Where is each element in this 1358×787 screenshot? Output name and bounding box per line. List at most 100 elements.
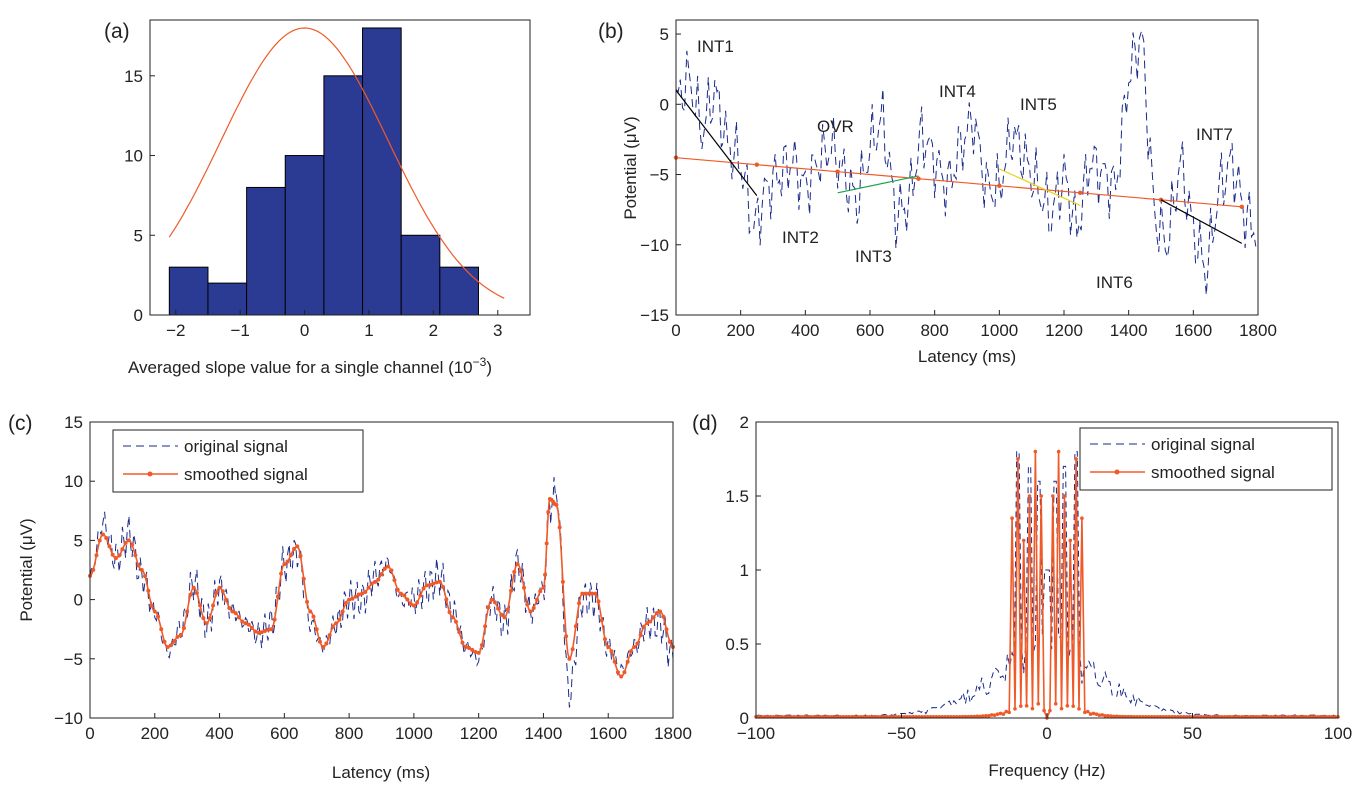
panel-c-smoothed-point	[168, 643, 173, 648]
panel-c-smoothed-point	[486, 605, 491, 610]
panel-c-smoothed-point	[156, 614, 161, 619]
panel-c-label: (c)	[8, 412, 33, 435]
panel-c-legend-smoothed-marker	[147, 471, 153, 477]
panel-b-xtick-label: 1800	[1239, 321, 1277, 340]
panel-c-smoothed-point	[259, 630, 264, 635]
panel-c-smoothed-point	[434, 580, 439, 585]
panel-d-smoothed-point	[1106, 713, 1110, 718]
panel-c-smoothed-point	[428, 582, 433, 587]
panel-c-smoothed-point	[398, 591, 403, 596]
panel-a-fit-curve	[168, 27, 505, 299]
panel-b-annotation-int4: INT4	[939, 82, 976, 101]
panel-c-smoothed-point	[262, 628, 267, 633]
panel-c-smoothed-point	[619, 674, 624, 679]
panel-c-smoothed-point	[509, 588, 514, 593]
panel-d-smoothed-point	[1053, 701, 1058, 706]
panel-b-regression-marker	[1239, 204, 1245, 210]
panel-d-ytick-label: 1.5	[725, 487, 749, 506]
panel-d-original-signal	[755, 451, 1339, 718]
panel-c-smoothed-point	[230, 609, 235, 614]
panel-c-smoothed-markers	[88, 496, 675, 679]
panel-c-smoothed-point	[123, 541, 128, 546]
panel-c-smoothed-point	[528, 609, 533, 614]
panel-c-smoothed-point	[143, 574, 148, 579]
panel-c-smoothed-point	[546, 509, 551, 514]
panel-d-smoothed-point	[984, 713, 988, 718]
histogram-bar	[400, 234, 441, 316]
panel-c-smoothed-point	[457, 630, 462, 635]
panel-c-smoothed-point	[211, 603, 216, 608]
panel-d-xticks: −100 −50 0 50 100	[737, 713, 1352, 743]
panel-c-smoothed-point	[502, 615, 507, 620]
panel-b-yticks: −15 −10 −5 0 5	[640, 25, 681, 325]
panel-c-smoothed-point	[117, 553, 122, 558]
panel-c-smoothed-point	[512, 569, 517, 574]
panel-c-smoothed-point	[496, 606, 501, 611]
panel-d-xlabel: Frequency (Hz)	[988, 761, 1105, 780]
panel-c-smoothed-point	[543, 572, 548, 577]
panel-c-smoothed-point	[470, 647, 475, 652]
panel-c-smoothed-point	[450, 615, 455, 620]
panel-c-smoothed-point	[586, 591, 591, 596]
panel-c-smoothed-point	[522, 585, 527, 590]
panel-d-smoothed-point	[995, 712, 1000, 716]
panel-c-smoothed-point	[651, 615, 656, 620]
panel-d: (d) −100 −50 0 50 100 0 0.5 1 1.5 2 original sig…	[692, 412, 1352, 780]
panel-c-xtick-label: 200	[141, 724, 169, 743]
panel-c-yticks: −10 −5 0 5 10 15	[54, 413, 95, 728]
panel-a-xtick-label: 1	[364, 321, 373, 340]
histogram-bar	[362, 27, 402, 316]
panel-d-legend-smoothed-marker	[1114, 469, 1120, 475]
panel-c-smoothed-point	[159, 627, 164, 632]
panel-d-smoothed-point	[998, 711, 1003, 716]
panel-c-smoothed-point	[431, 581, 436, 586]
panel-c-smoothed-point	[227, 605, 232, 610]
panel-b-regression-marker	[754, 162, 760, 167]
panel-c-smoothed-point	[311, 614, 316, 619]
panel-c-smoothed-point	[664, 627, 669, 632]
panel-c-smoothed-point	[596, 599, 601, 604]
panel-d-smoothed-point	[1088, 712, 1093, 716]
panel-c-smoothed-point	[353, 594, 358, 599]
panel-c-smoothed-point	[402, 593, 407, 598]
panel-c-smoothed-point	[385, 564, 390, 569]
panel-c-smoothed-point	[356, 592, 361, 597]
panel-c-smoothed-signal	[89, 498, 674, 678]
panel-b-label: (b)	[598, 20, 624, 43]
panel-c-smoothed-point	[415, 600, 420, 605]
panel-d-smoothed-point	[1019, 704, 1023, 708]
panel-c-smoothed-point	[411, 603, 416, 608]
panel-b-regression-line	[675, 157, 1242, 208]
panel-c-smoothed-point	[207, 616, 212, 621]
panel-d-smoothed-point	[1016, 457, 1020, 461]
panel-b-annotations: INT1 INT2 INT3 OVR INT4 INT5 INT6 INT7	[697, 37, 1233, 292]
panel-c-smoothed-point	[360, 591, 365, 596]
panel-c-smoothed-point	[113, 556, 118, 561]
panel-c-smoothed-point	[444, 597, 449, 602]
panel-c-smoothed-point	[479, 643, 484, 648]
panel-c-smoothed-point	[541, 585, 546, 590]
panel-c-smoothed-point	[573, 624, 578, 629]
panel-c-smoothed-point	[609, 649, 614, 654]
panel-c-smoothed-point	[424, 583, 429, 588]
panel-d-ytick-label: 0	[740, 709, 749, 728]
panel-d-ytick-label: 0.5	[725, 635, 749, 654]
panel-c-smoothed-point	[298, 553, 303, 558]
panel-c-smoothed-point	[100, 532, 105, 537]
panel-c-smoothed-point	[175, 634, 180, 639]
panel-d-smoothed-point	[1091, 711, 1096, 716]
panel-c-smoothed-point	[632, 644, 637, 649]
panel-d-xtick-label: 100	[1324, 724, 1352, 743]
panel-c-xlabel: Latency (ms)	[332, 763, 430, 782]
panel-d-smoothed-point	[1062, 494, 1067, 498]
histogram-bar	[246, 186, 286, 316]
panel-c-smoothed-point	[266, 627, 271, 632]
panel-d-smoothed-point	[1027, 494, 1032, 498]
panel-c-smoothed-point	[188, 592, 193, 597]
panel-c-smoothed-point	[305, 599, 310, 604]
panel-c-smoothed-point	[253, 629, 258, 634]
panel-d-smoothed-point	[1030, 706, 1035, 711]
panel-c-smoothed-point	[126, 538, 131, 543]
panel-c-smoothed-point	[369, 581, 374, 586]
panel-c-smoothed-point	[246, 622, 251, 627]
